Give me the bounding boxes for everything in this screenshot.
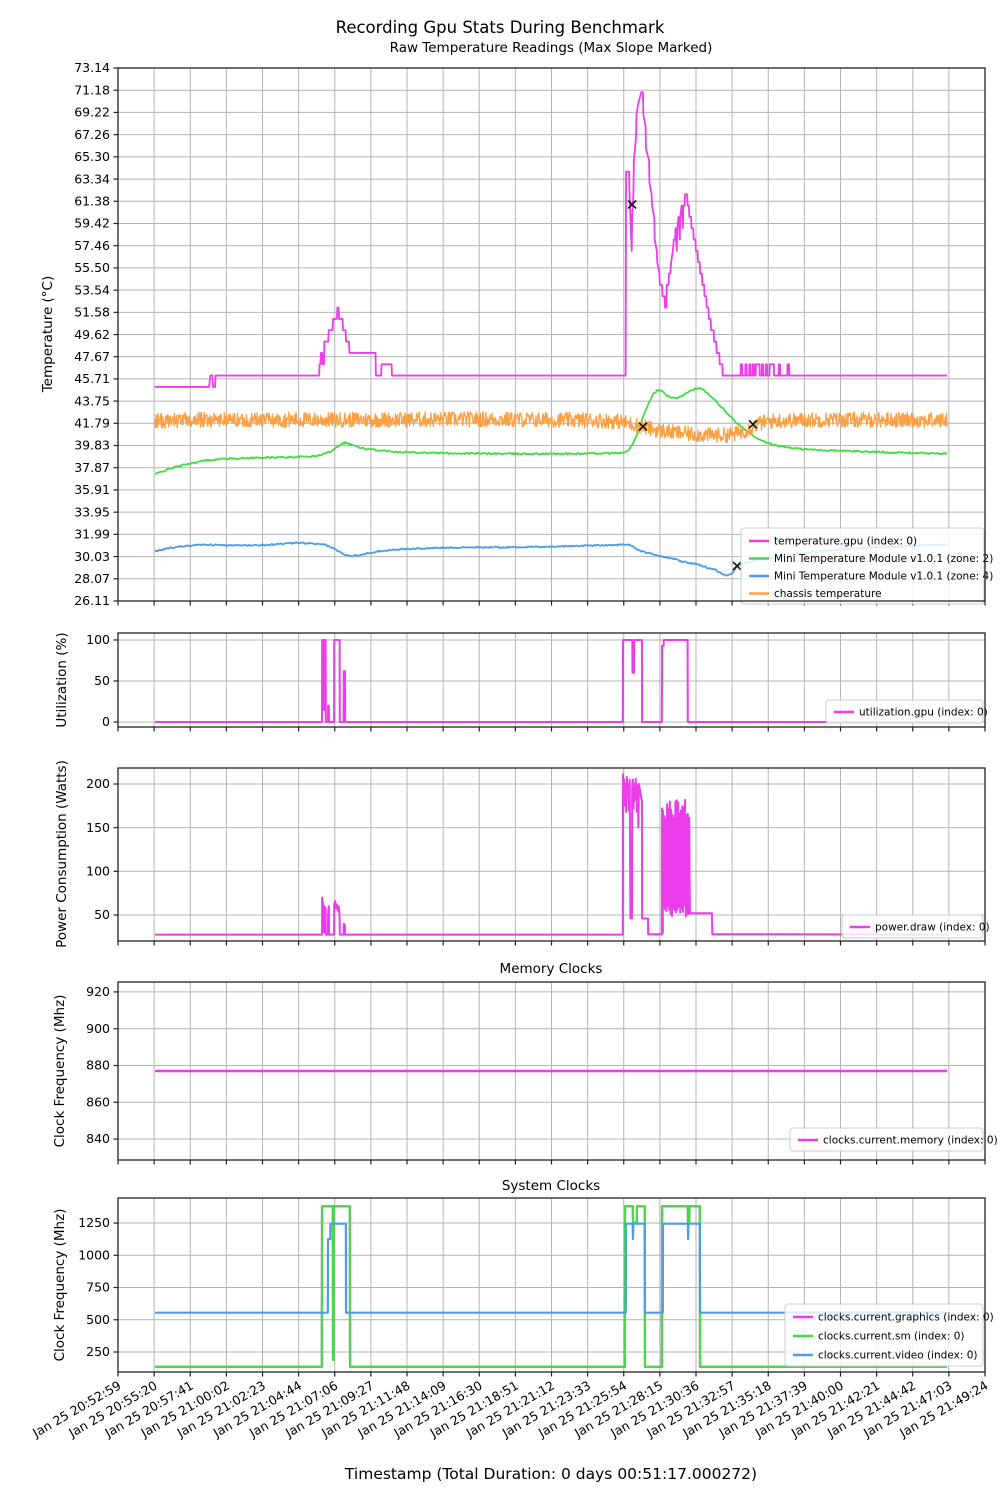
y-tick-label: 33.95 — [74, 504, 110, 519]
max-slope-marker — [627, 199, 637, 210]
memory-y-axis-label: Clock Frequency (Mhz) — [52, 995, 68, 1148]
legend-label: power.draw (index: 0) — [875, 922, 990, 934]
y-tick-label: 63.34 — [74, 171, 110, 186]
figure-title: Recording Gpu Stats During Benchmark — [336, 18, 665, 37]
y-tick-label: 50 — [94, 673, 110, 688]
y-tick-label: 41.79 — [74, 415, 110, 430]
grid — [113, 67, 986, 606]
y-tick-label: 57.46 — [74, 238, 110, 253]
y-tick-label: 61.38 — [74, 193, 110, 208]
axes-frame — [117, 981, 986, 1161]
y-tick-label: 65.30 — [74, 149, 110, 164]
y-tick-label: 26.11 — [74, 593, 110, 608]
memory-clocks-title: Memory Clocks — [500, 961, 603, 977]
axes-frame — [117, 67, 986, 602]
y-tick-label: 1250 — [78, 1215, 110, 1230]
y-tick-label: 50 — [94, 907, 110, 922]
legend-label: chassis temperature — [774, 588, 882, 600]
y-tick-label: 500 — [86, 1312, 110, 1327]
x-axis-label: Timestamp (Total Duration: 0 days 00:51:… — [344, 1465, 757, 1483]
y-tick-label: 100 — [86, 632, 110, 647]
max-slope-marker — [748, 419, 758, 429]
system-y-axis-label: Clock Frequency (Mhz) — [52, 1209, 68, 1362]
y-tick-label: 55.50 — [74, 260, 110, 275]
axes-frame — [117, 632, 986, 728]
utilization-y-axis-label: Utilization (%) — [54, 632, 70, 727]
legend-label: temperature.gpu (index: 0) — [774, 536, 917, 548]
legend-label: clocks.current.sm (index: 0) — [818, 1331, 965, 1343]
series-power.draw — [155, 773, 948, 936]
memory-clocks-plot: 920 900 880 860 840 clocks.current.memory (in… — [86, 981, 998, 1165]
y-tick-label: 880 — [86, 1058, 110, 1073]
series-clocks.current.video — [155, 1222, 948, 1314]
y-tick-label: 45.71 — [74, 371, 110, 386]
y-tick-label: 150 — [86, 820, 110, 835]
y-tick-label: 53.54 — [74, 282, 110, 297]
y-tick-label: 43.75 — [74, 393, 110, 408]
y-tick-label: 49.62 — [74, 327, 110, 342]
y-tick-label: 28.07 — [74, 571, 110, 586]
y-tick-label: 59.42 — [74, 216, 110, 231]
temperature-plot: 73.14 71.18 69.22 67.26 65.30 63.34 61.38 59.42… — [74, 60, 993, 608]
grid — [113, 768, 986, 946]
y-tick-label: 67.26 — [74, 127, 110, 142]
legend-label: Mini Temperature Module v1.0.1 (zone: 4) — [774, 571, 993, 583]
legend-label: clocks.current.video (index: 0) — [818, 1350, 977, 1362]
legend-label: Mini Temperature Module v1.0.1 (zone: 2) — [774, 553, 993, 565]
y-tick-label: 51.58 — [74, 305, 110, 320]
y-tick-label: 71.18 — [74, 82, 110, 97]
y-tick-label: 0 — [102, 714, 110, 729]
y-tick-label: 37.87 — [74, 460, 110, 475]
legend-label: clocks.current.graphics (index: 0) — [818, 1312, 994, 1324]
y-tick-label: 35.91 — [74, 482, 110, 497]
axes-frame — [117, 1197, 986, 1373]
legend: utilization.gpu (index: 0) — [825, 699, 988, 724]
series-mini-temp-zone2 — [154, 386, 948, 475]
series-chassis-temperature — [154, 411, 948, 444]
y-tick-label: 860 — [86, 1094, 110, 1109]
y-tick-label: 920 — [86, 984, 110, 999]
y-tick-label: 47.67 — [74, 349, 110, 364]
series-utilization.gpu — [155, 638, 948, 723]
axes-frame — [117, 767, 986, 942]
legend-label: clocks.current.memory (index: 0) — [823, 1135, 998, 1147]
max-slope-marker — [732, 561, 742, 571]
subplots: 73.14 71.18 69.22 67.26 65.30 63.34 61.38 59.42… — [29, 60, 998, 1441]
legend: clocks.current.graphics (index: 0) clocks… — [784, 1303, 994, 1367]
y-tick-label: 250 — [86, 1344, 110, 1359]
y-tick-label: 1000 — [78, 1247, 110, 1262]
y-tick-label: 840 — [86, 1131, 110, 1146]
grid — [113, 1198, 986, 1377]
y-tick-label: 750 — [86, 1280, 110, 1295]
y-tick-label: 30.03 — [74, 549, 110, 564]
system-clocks-title: System Clocks — [502, 1178, 600, 1194]
power-plot: 200 150 100 50 power.draw (index: 0) — [86, 767, 990, 946]
max-slope-marker — [638, 422, 648, 432]
temperature-y-axis-label: Temperature (°C) — [40, 276, 56, 394]
utilization-plot: 100 50 0 utilization.gpu (index: 0) — [86, 632, 988, 732]
y-tick-label: 200 — [86, 776, 110, 791]
legend: power.draw (index: 0) — [841, 914, 990, 939]
y-tick-label: 31.99 — [74, 527, 110, 542]
y-tick-label: 69.22 — [74, 105, 110, 120]
legend-label: utilization.gpu (index: 0) — [859, 707, 988, 719]
y-tick-label: 39.83 — [74, 438, 110, 453]
y-tick-label: 900 — [86, 1021, 110, 1036]
legend: clocks.current.memory (index: 0) — [789, 1127, 998, 1152]
temperature-chart-title: Raw Temperature Readings (Max Slope Mark… — [390, 40, 713, 56]
power-y-axis-label: Power Consumption (Watts) — [54, 760, 70, 948]
series-temperature.gpu — [155, 91, 948, 388]
y-tick-label: 100 — [86, 864, 110, 879]
system-clocks-plot: 1250 1000 750 500 250 clocks.current.graphics… — [29, 1197, 994, 1441]
legend: temperature.gpu (index: 0) Mini Temperat… — [740, 527, 993, 605]
y-tick-label: 73.14 — [74, 60, 110, 75]
